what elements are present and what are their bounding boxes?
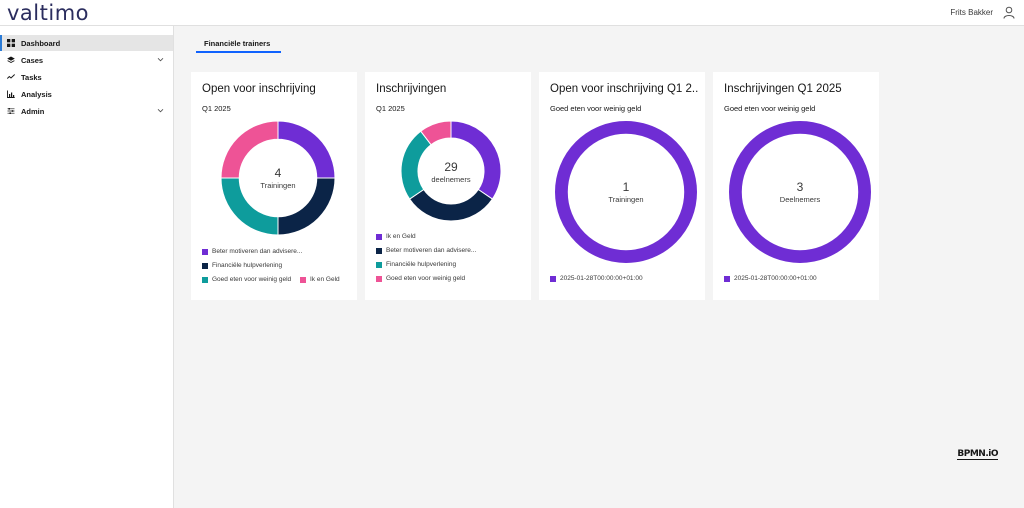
legend-item[interactable]: Goed eten voor weinig geld: [202, 276, 291, 283]
valtimo-logo[interactable]: valtimo: [7, 1, 90, 25]
tab-financiele-trainers[interactable]: Financiële trainers: [196, 35, 281, 53]
tab-active-indicator: [196, 51, 281, 53]
layers-icon: [7, 56, 15, 64]
admin-icon: [7, 108, 15, 114]
chevron-down-icon[interactable]: [157, 56, 164, 63]
legend-item[interactable]: Ik en Geld: [300, 276, 340, 283]
sidebar-item-label: Dashboard: [21, 39, 61, 48]
legend-item[interactable]: Ik en Geld: [376, 233, 416, 240]
sidebar-item-cases[interactable]: Cases: [0, 52, 173, 68]
sidebar: Dashboard Cases Tasks Analysis Admin: [0, 26, 174, 508]
dashboard-widget: Inschrijvingen Q1 2025 Goed eten voor we…: [713, 72, 879, 300]
donut-slice[interactable]: [554, 120, 698, 264]
sidebar-item-label: Admin: [21, 107, 45, 116]
donut-slice[interactable]: [220, 120, 279, 179]
dashboard-widget: Open voor inschrijving Q1 2025 4 Trainin…: [191, 72, 357, 300]
sidebar-item-label: Analysis: [21, 90, 52, 99]
legend-label: Goed eten voor weinig geld: [386, 275, 466, 282]
donut-chart[interactable]: [400, 120, 502, 222]
legend-item[interactable]: Financiële hulpverlening: [376, 261, 456, 268]
legend-item[interactable]: Beter motiveren dan advisere...: [376, 247, 476, 254]
widget-title: Inschrijvingen: [376, 83, 447, 95]
sidebar-item-analysis[interactable]: Analysis: [0, 86, 173, 102]
legend-label: Financiële hulpverlening: [386, 261, 457, 268]
sidebar-item-dashboard[interactable]: Dashboard: [0, 35, 173, 51]
widget-subtitle: Q1 2025: [376, 104, 405, 113]
legend-label: Financiële hulpverlening: [212, 262, 283, 269]
widget-subtitle: Q1 2025: [202, 104, 231, 113]
legend-item[interactable]: 2025-01-28T00:00:00+01:00: [550, 275, 643, 282]
legend-item[interactable]: Financiële hulpverlening: [202, 262, 282, 269]
sidebar-item-label: Tasks: [21, 73, 42, 82]
donut-slice[interactable]: [408, 188, 494, 222]
dashboard-widget: Inschrijvingen Q1 2025 29 deelnemers Ik …: [365, 72, 531, 300]
legend-label: 2025-01-28T00:00:00+01:00: [734, 275, 817, 282]
legend-item[interactable]: Beter motiveren dan advisere...: [202, 248, 302, 255]
donut-chart[interactable]: [220, 120, 336, 236]
widget-title: Open voor inschrijving: [202, 83, 316, 95]
donut-slice[interactable]: [728, 120, 872, 264]
legend-item[interactable]: Goed eten voor weinig geld: [376, 275, 465, 282]
legend-label: Beter motiveren dan advisere...: [212, 248, 303, 255]
donut-chart[interactable]: [554, 120, 698, 264]
legend-swatch: [376, 247, 382, 254]
donut-center-label: Trainingen: [260, 181, 296, 190]
donut-center-label: Trainingen: [608, 195, 644, 204]
widget-title: Open voor inschrijving Q1 2...: [550, 83, 698, 95]
donut-slice[interactable]: [420, 120, 452, 146]
sidebar-item-label: Cases: [21, 56, 44, 65]
legend-swatch: [202, 262, 208, 269]
donut-center-value: 4: [274, 166, 282, 180]
donut-center-value: 1: [622, 180, 630, 194]
widget-subtitle: Goed eten voor weinig geld: [550, 104, 642, 113]
legend-swatch: [550, 275, 556, 282]
dashboard-widget: Open voor inschrijving Q1 2... Goed eten…: [539, 72, 705, 300]
legend-swatch: [376, 261, 382, 268]
widget-subtitle: Goed eten voor weinig geld: [724, 104, 816, 113]
user-name[interactable]: Frits Bakker: [950, 8, 993, 17]
legend-item[interactable]: 2025-01-28T00:00:00+01:00: [724, 275, 817, 282]
tab-label: Financiële trainers: [204, 39, 271, 48]
legend-label: Goed eten voor weinig geld: [212, 276, 292, 283]
sidebar-item-admin[interactable]: Admin: [0, 103, 173, 119]
sidebar-item-tasks[interactable]: Tasks: [0, 69, 173, 85]
chevron-down-icon[interactable]: [157, 107, 164, 114]
legend-label: Ik en Geld: [386, 233, 416, 240]
dashboard-icon: [7, 39, 15, 47]
tasks-icon: [7, 74, 15, 79]
bpmn-io-logo[interactable]: BPMN.iO: [957, 449, 998, 460]
legend-swatch: [376, 275, 382, 282]
widget-title: Inschrijvingen Q1 2025: [724, 83, 842, 95]
legend-label: 2025-01-28T00:00:00+01:00: [560, 275, 643, 282]
legend-label: Ik en Geld: [310, 276, 340, 283]
legend-swatch: [724, 275, 730, 282]
donut-center-value: 29: [444, 160, 458, 174]
analysis-icon: [7, 90, 15, 98]
legend-swatch: [376, 233, 382, 240]
top-bar: valtimo Frits Bakker: [0, 0, 1024, 26]
donut-center-label: Deelnemers: [779, 195, 821, 204]
donut-center-label: deelnemers: [431, 175, 471, 184]
donut-chart[interactable]: [728, 120, 872, 264]
legend-swatch: [300, 276, 306, 283]
legend-swatch: [202, 276, 208, 283]
user-icon[interactable]: [1003, 6, 1015, 19]
legend-label: Beter motiveren dan advisere...: [386, 247, 477, 254]
legend-swatch: [202, 248, 208, 255]
donut-center-value: 3: [796, 180, 804, 194]
